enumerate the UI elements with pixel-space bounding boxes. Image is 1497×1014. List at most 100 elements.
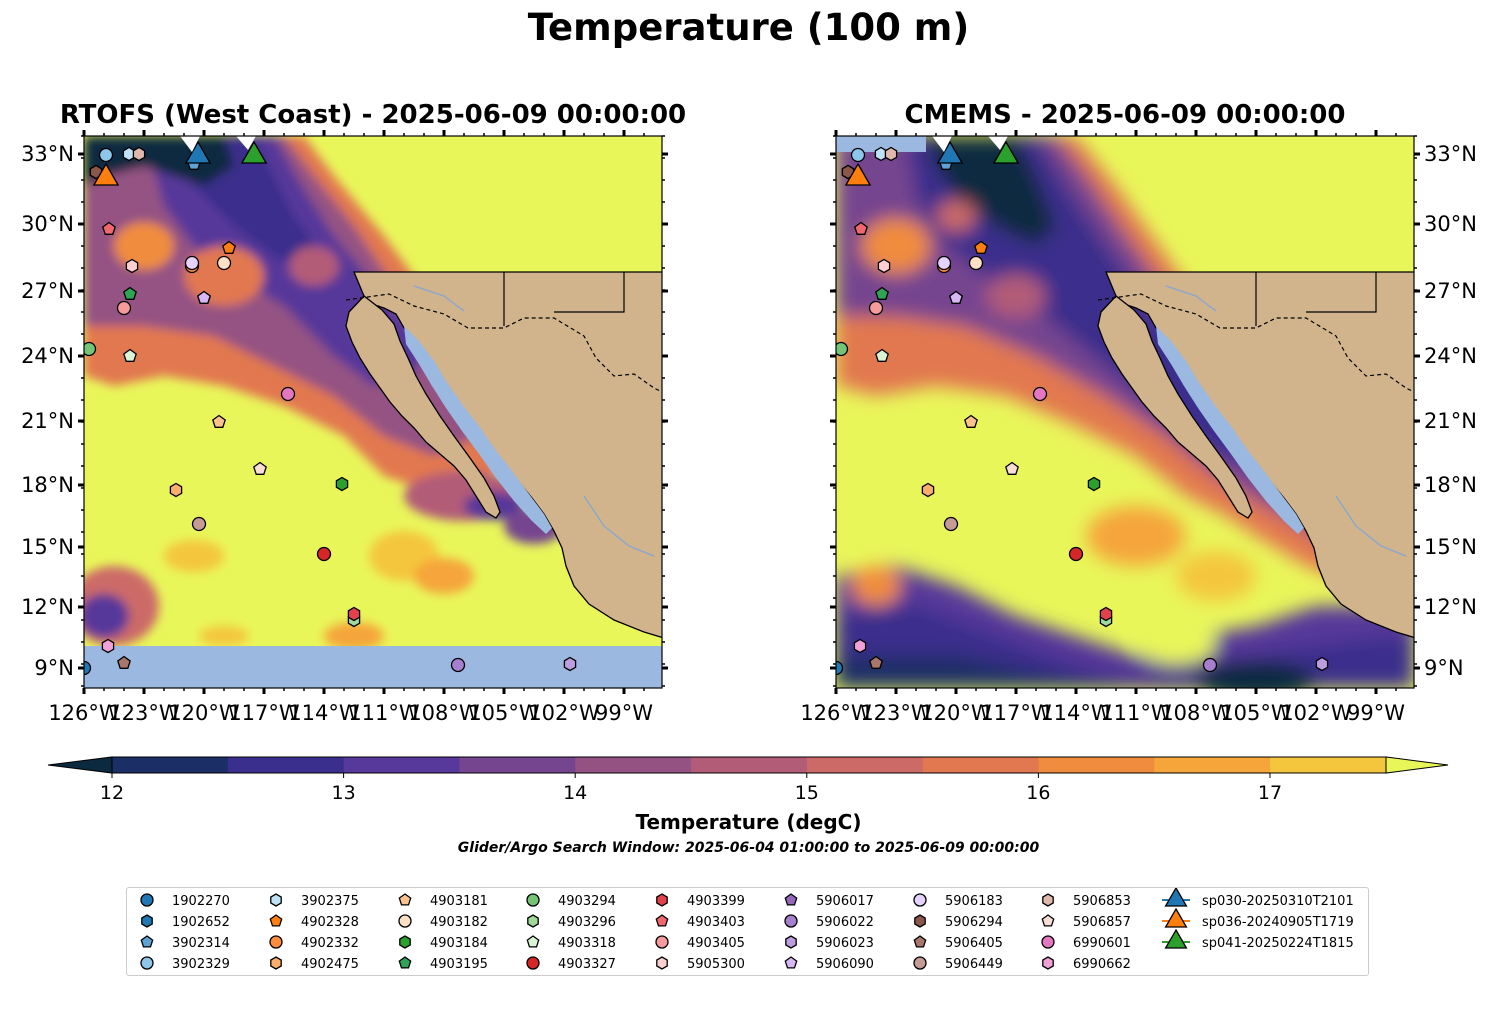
legend-label: 4903195 [430,957,488,972]
marker-sp030-20250310T2101 [936,140,964,164]
colorbar-tick-label: 14 [563,782,587,804]
legend-label: 4903405 [687,936,745,951]
legend-marker-4903181 [398,893,412,906]
y-tick-label: 15°N [1424,535,1477,559]
panel-title-rtofs: RTOFS (West Coast) - 2025-06-09 00:00:00 [59,100,687,130]
marker-5906022 [1202,657,1218,673]
colorbar-extend-low [47,756,113,774]
colorbar-bin [922,757,1040,773]
legend-label: 4902332 [301,936,359,951]
legend-label: 4903399 [687,894,745,909]
marker-5906857 [253,461,267,475]
colorbar-bin [112,757,229,773]
legend-label: 3902314 [172,936,230,951]
marker-4903327 [316,546,332,562]
legend-label: sp030-20250310T2101 [1202,894,1354,909]
colorbar-bin [691,757,808,773]
legend-marker-6990662 [1042,956,1054,970]
marker-3902329 [850,147,866,163]
colorbar-bin [459,757,576,773]
colorbar-bin [343,757,460,773]
legend-label: 5906853 [1073,894,1131,909]
legend-marker-4903195 [398,956,412,969]
legend-marker-5906022 [784,914,798,928]
marker-4903318 [875,348,889,362]
y-tick-label: 18°N [21,473,74,497]
legend-label: 3902375 [301,894,359,909]
legend-marker-5906090 [784,956,798,969]
marker-1902270 [836,660,844,676]
legend-label: 4902328 [301,915,359,930]
colorbar-tick-label: 12 [100,782,124,804]
x-tick-label: 99°W [1347,701,1405,725]
legend-marker-5906449 [913,956,927,970]
map-frame [835,135,1415,689]
marker-5906090 [949,290,963,304]
y-tick-label: 30°N [1424,212,1477,236]
legend-marker-5906405 [913,935,927,948]
marker-5906023 [563,656,577,672]
glider-track-icon [988,136,1008,150]
legend-marker-6990601 [1041,935,1055,949]
legend-marker-5905300 [656,956,668,970]
legend-marker-4903184 [399,935,411,949]
legend-label: sp036-20240905T1719 [1202,915,1354,930]
x-tick-label: 126°W [48,701,120,725]
legend-label: 6990662 [1073,957,1131,972]
marker-4903294 [836,341,849,357]
y-tick-label: 9°N [34,656,74,680]
legend-marker-4902475 [270,956,282,970]
legend-label: 5906090 [816,957,874,972]
legend-label: 5906294 [945,915,1003,930]
marker-5906853 [132,146,146,162]
x-tick-label: 123°W [108,701,180,725]
marker-6990601 [280,386,296,402]
axis-ticks-rtofs: 126°W123°W120°W117°W114°W111°W108°W105°W… [21,130,668,725]
legend-marker-5906294 [914,914,926,928]
x-tick-label: 114°W [1040,701,1112,725]
legend-marker-3902314 [140,935,154,948]
marker-4902475 [169,482,183,498]
marker-4903184 [335,476,349,492]
map-panel-rtofs: 126°W123°W120°W117°W114°W111°W108°W105°W… [21,130,668,725]
marker-6990662 [853,638,867,654]
legend-label: 5906022 [816,915,874,930]
marker-3902329 [98,147,114,163]
marker-4902475 [921,482,935,498]
legend-label: 5906857 [1073,915,1131,930]
marker-sp030-20250310T2101 [184,140,212,164]
x-tick-label: 120°W [168,701,240,725]
colorbar-extend-high [1385,756,1449,774]
x-tick-label: 111°W [348,701,420,725]
marker-sp041-20250224T1815 [240,140,268,164]
axis-ticks-cmems: 126°W123°W120°W117°W114°W111°W108°W105°W… [800,130,1477,725]
marker-4903399 [347,606,361,622]
legend-label: 4903327 [558,957,616,972]
legend-label: 5906017 [816,894,874,909]
legend-marker-4903399 [656,893,668,907]
marker-4903318 [123,348,137,362]
x-tick-label: 123°W [860,701,932,725]
legend-label: 4903296 [558,915,616,930]
marker-5906022 [450,657,466,673]
legend-marker-4903327 [526,956,540,970]
legend-marker-sp030-20250310T2101 [1164,886,1188,907]
marker-5906183 [936,255,952,271]
marker-4903399 [1099,606,1113,622]
marker-sp041-20250224T1815 [992,140,1020,164]
marker-5906090 [197,290,211,304]
y-tick-label: 27°N [1424,279,1477,303]
colorbar-tick-label: 13 [332,782,356,804]
marker-4903181 [212,414,226,428]
legend-marker-5906017 [784,893,798,906]
legend-label: 4903294 [558,894,616,909]
legend-items: 1902270 1902652 3902314 3902329 3902375 49023… [140,886,1354,972]
y-tick-label: 21°N [21,409,74,433]
marker-5906449 [191,516,207,532]
legend-marker-5906183 [913,893,927,907]
x-tick-label: 111°W [1100,701,1172,725]
legend-label: 5906183 [945,894,1003,909]
legend-label: 6990601 [1073,936,1131,951]
marker-4903403 [854,221,868,235]
y-tick-label: 12°N [21,595,74,619]
